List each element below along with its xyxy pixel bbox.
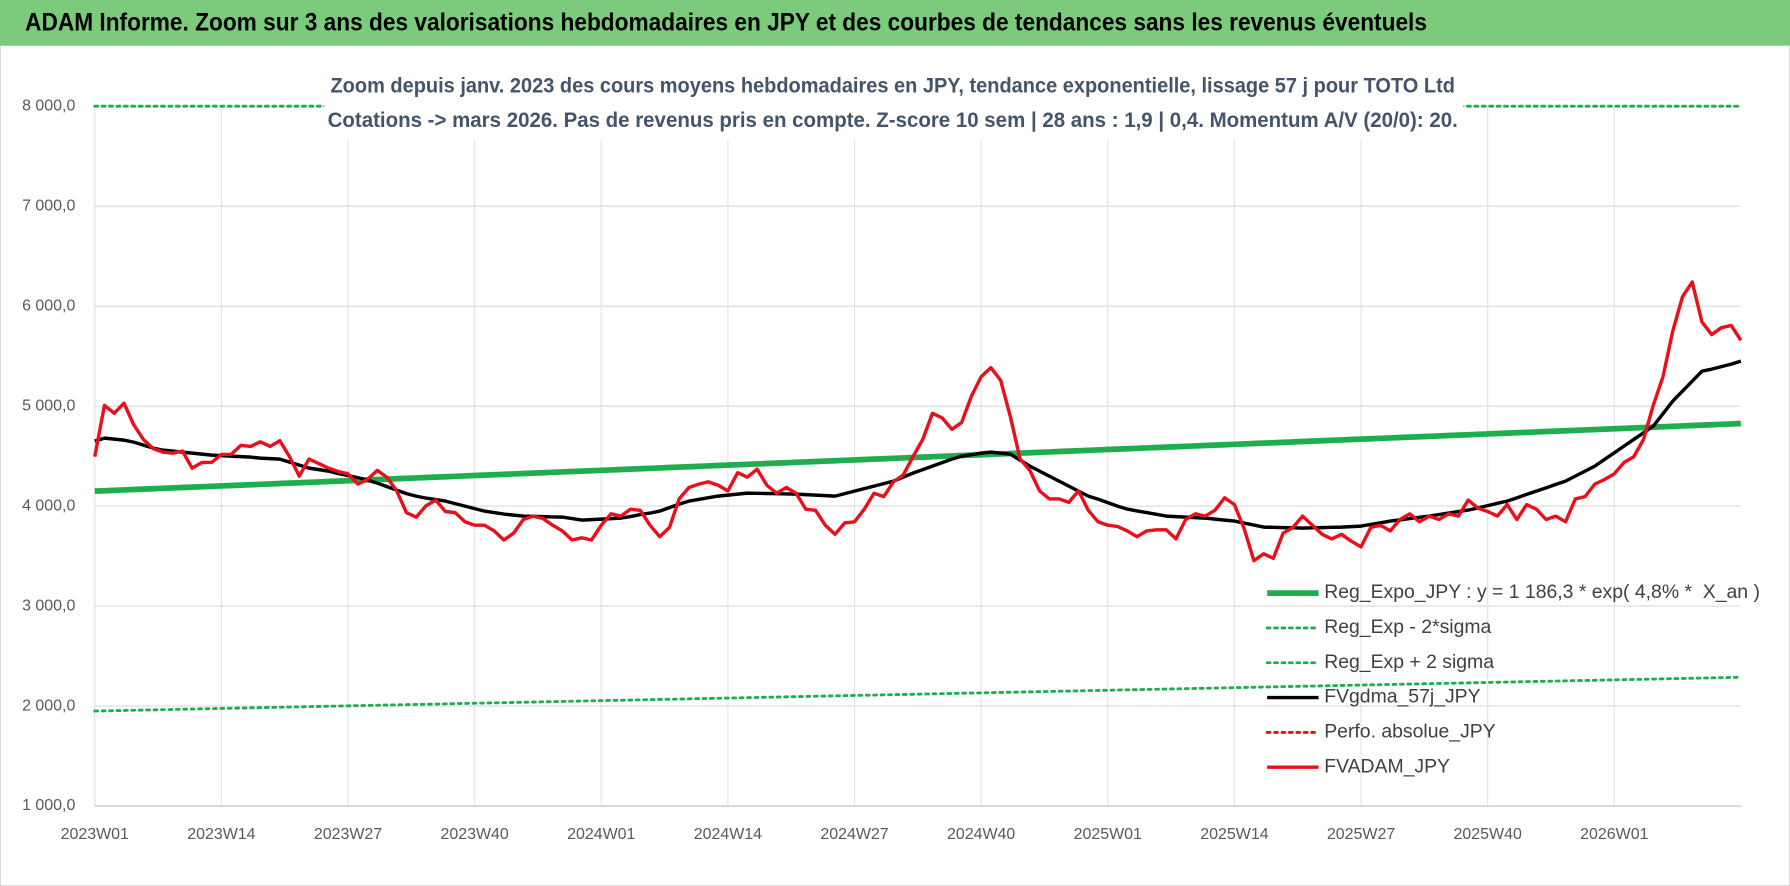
legend-label: Reg_Expo_JPY : y = 1 186,3 * exp( 4,8% *…	[1324, 581, 1760, 603]
x-tick-label: 2023W01	[61, 826, 129, 843]
x-tick-label: 2023W40	[440, 826, 508, 843]
series-line	[94, 359, 1742, 530]
y-tick-label: 8 000,0	[22, 97, 75, 114]
legend-label: Perfo. absolue_JPY	[1324, 721, 1495, 743]
chart-subtitle: Zoom depuis janv. 2023 des cours moyens …	[330, 73, 1454, 98]
series-line	[93, 675, 1743, 713]
x-tick-label: 2025W40	[1453, 826, 1521, 843]
legend-label: FVgdma_57j_JPY	[1324, 686, 1480, 708]
chart-subtitle: Cotations -> mars 2026. Pas de revenus p…	[328, 107, 1458, 132]
y-tick-label: 4 000,0	[22, 497, 75, 514]
header-bar	[0, 0, 1790, 46]
legend-label: Reg_Exp - 2*sigma	[1324, 616, 1491, 638]
x-tick-label: 2026W01	[1580, 826, 1648, 843]
x-tick-label: 2023W27	[314, 826, 382, 843]
x-tick-label: 2025W14	[1200, 826, 1268, 843]
y-tick-label: 7 000,0	[22, 197, 75, 214]
y-tick-label: 3 000,0	[22, 597, 75, 614]
legend: Reg_Expo_JPY : y = 1 186,3 * exp( 4,8% *…	[1265, 581, 1760, 777]
y-tick-label: 5 000,0	[22, 397, 75, 414]
chart-title: ADAM Informe. Zoom sur 3 ans des valoris…	[25, 9, 1427, 37]
x-tick-label: 2025W27	[1327, 826, 1395, 843]
x-tick-label: 2024W40	[947, 826, 1015, 843]
x-tick-label: 2024W27	[820, 826, 888, 843]
x-tick-label: 2025W01	[1074, 826, 1142, 843]
series-line	[93, 280, 1743, 563]
subtitle-background	[324, 68, 1464, 140]
plot-area: 1 000,0 2 000,0 3 000,0 4 000,0 5 000,0 6 000…	[22, 97, 1743, 843]
x-tick-label: 2024W14	[694, 826, 762, 843]
legend-label: Reg_Exp + 2 sigma	[1324, 651, 1494, 673]
legend-label: FVADAM_JPY	[1324, 755, 1450, 777]
y-tick-label: 2 000,0	[22, 697, 75, 714]
y-tick-label: 6 000,0	[22, 297, 75, 314]
y-tick-label: 1 000,0	[22, 797, 75, 814]
x-tick-label: 2024W01	[567, 826, 635, 843]
x-tick-label: 2023W14	[187, 826, 255, 843]
